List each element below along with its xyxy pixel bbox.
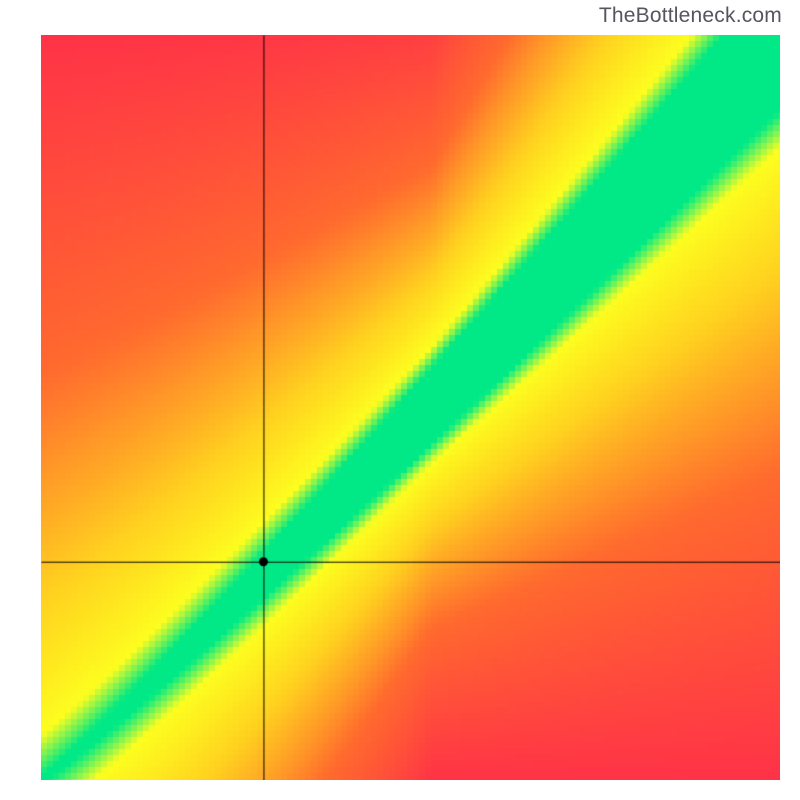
bottleneck-heatmap [41, 35, 780, 780]
crosshair-overlay [41, 35, 780, 780]
watermark-text: TheBottleneck.com [599, 4, 782, 28]
